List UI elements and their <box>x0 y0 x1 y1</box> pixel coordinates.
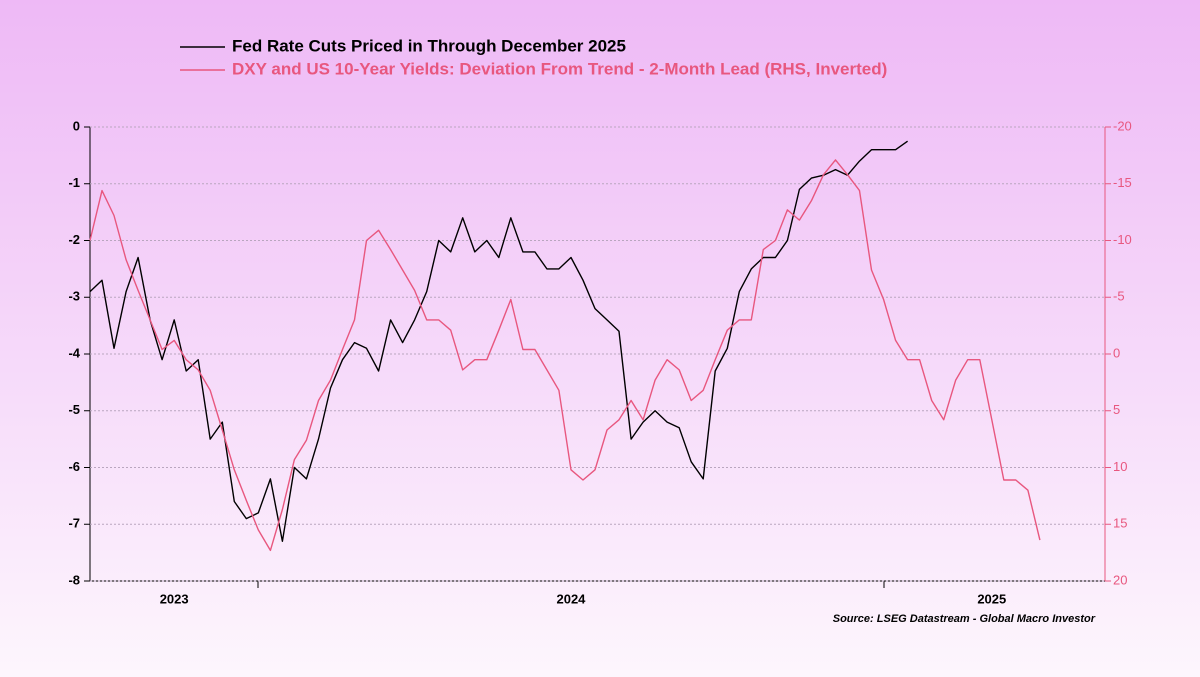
y2-tick-label: -10 <box>1113 232 1132 247</box>
legend-label: Fed Rate Cuts Priced in Through December… <box>232 36 626 55</box>
legend-label: DXY and US 10-Year Yields: Deviation Fro… <box>232 59 887 78</box>
x-tick-label: 2024 <box>556 591 586 606</box>
y-tick-label: -8 <box>68 572 80 587</box>
y2-tick-label: 5 <box>1113 402 1120 417</box>
y-tick-label: -5 <box>68 402 80 417</box>
series-line <box>89 140 909 542</box>
y-tick-label: -3 <box>68 289 80 304</box>
source-note: Source: LSEG Datastream - Global Macro I… <box>833 613 1096 625</box>
y2-tick-label: -20 <box>1113 118 1132 133</box>
y-tick-label: 0 <box>73 118 80 133</box>
y2-tick-label: 15 <box>1113 516 1127 531</box>
y-tick-label: -4 <box>68 345 80 360</box>
y-tick-label: -1 <box>68 175 80 190</box>
x-tick-label: 2025 <box>977 591 1006 606</box>
y2-tick-label: -15 <box>1113 175 1132 190</box>
y2-tick-label: 20 <box>1113 572 1127 587</box>
y2-tick-label: -5 <box>1113 289 1125 304</box>
series-line <box>89 159 1041 552</box>
x-tick-label: 2023 <box>160 591 189 606</box>
y2-tick-label: 0 <box>1113 345 1120 360</box>
y-tick-label: -6 <box>68 459 80 474</box>
y-tick-label: -7 <box>68 516 80 531</box>
y-tick-label: -2 <box>68 232 80 247</box>
y2-tick-label: 10 <box>1113 459 1127 474</box>
